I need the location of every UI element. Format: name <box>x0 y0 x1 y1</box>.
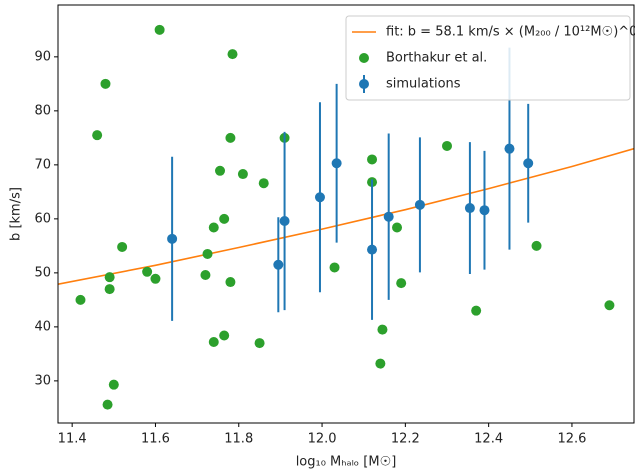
legend-label: simulations <box>386 77 461 92</box>
scatter-point <box>219 330 230 341</box>
errorbar-point <box>367 244 378 255</box>
scatter-point <box>142 266 153 277</box>
scatter-point <box>75 294 86 305</box>
plot-frame <box>57 4 635 424</box>
scatter-point <box>108 379 119 390</box>
y-tick-label: 60 <box>34 211 51 226</box>
scatter-point <box>225 132 236 143</box>
errorbar-point <box>273 259 284 270</box>
errorbar-point <box>383 211 394 222</box>
fit-line <box>58 147 634 285</box>
scatter-point <box>237 169 248 180</box>
x-axis-label: log₁₀ Mₕₐₗₒ [M☉] <box>296 455 397 470</box>
scatter-point <box>375 358 386 369</box>
scatter-point <box>531 240 542 251</box>
legend-box <box>345 15 631 101</box>
errorbar-point <box>314 192 325 203</box>
plot-area <box>58 24 634 410</box>
errorbar-point <box>523 158 534 169</box>
y-tick-label: 80 <box>34 103 51 118</box>
scatter-point <box>329 262 340 273</box>
x-tick-label: 11.8 <box>224 432 253 447</box>
errorbar-point <box>414 199 425 210</box>
scatter-point <box>254 338 265 349</box>
scatter-point <box>215 165 226 176</box>
scatter-point <box>227 49 238 60</box>
scatter-point <box>208 336 219 347</box>
y-tick-label: 50 <box>34 265 51 280</box>
legend-label: Borthakur et al. <box>386 51 487 66</box>
y-tick-label: 40 <box>34 319 51 334</box>
legend-swatch <box>359 53 369 63</box>
scatter-point <box>392 222 403 233</box>
scatter-point <box>396 278 407 289</box>
scatter-point <box>100 78 111 89</box>
x-tick-label: 12.6 <box>557 432 586 447</box>
scatter-point <box>92 130 103 141</box>
x-tick-label: 12.0 <box>308 432 337 447</box>
errorbar-point <box>464 203 475 214</box>
legend-label: fit: b = 58.1 km/s × (M₂₀₀ / 10¹²M☉)^0.1… <box>386 25 635 40</box>
scatter-point <box>604 300 615 311</box>
errorbar-point <box>504 143 515 154</box>
errorbar-point <box>167 233 178 244</box>
scatter-point <box>219 213 230 224</box>
x-tick-label: 11.6 <box>141 432 170 447</box>
scatter-point <box>200 270 211 281</box>
y-axis-label: b [km/s] <box>9 187 24 241</box>
x-tick-label: 12.2 <box>391 432 420 447</box>
errorbar-point <box>279 216 290 227</box>
scatter-point <box>441 140 452 151</box>
scatter-point <box>367 154 378 165</box>
errorbar-point <box>479 205 490 216</box>
x-tick-label: 11.4 <box>58 432 87 447</box>
scatter-point <box>377 324 388 335</box>
scatter-point <box>150 273 161 284</box>
errorbar-point <box>331 158 342 169</box>
scatter-point <box>471 305 482 316</box>
y-tick-label: 90 <box>34 49 51 64</box>
scatter-point <box>102 399 113 410</box>
y-tick-label: 30 <box>34 373 51 388</box>
scatter-point <box>104 272 115 283</box>
x-tick-label: 12.4 <box>474 432 503 447</box>
scatter-point <box>258 178 269 189</box>
scatter-point <box>225 277 236 288</box>
scatter-point <box>202 248 213 259</box>
scatter-point <box>104 284 115 295</box>
scatter-point <box>117 241 128 252</box>
scatter-point <box>208 222 219 233</box>
scatter-point <box>154 24 165 35</box>
y-tick-label: 70 <box>34 157 51 172</box>
